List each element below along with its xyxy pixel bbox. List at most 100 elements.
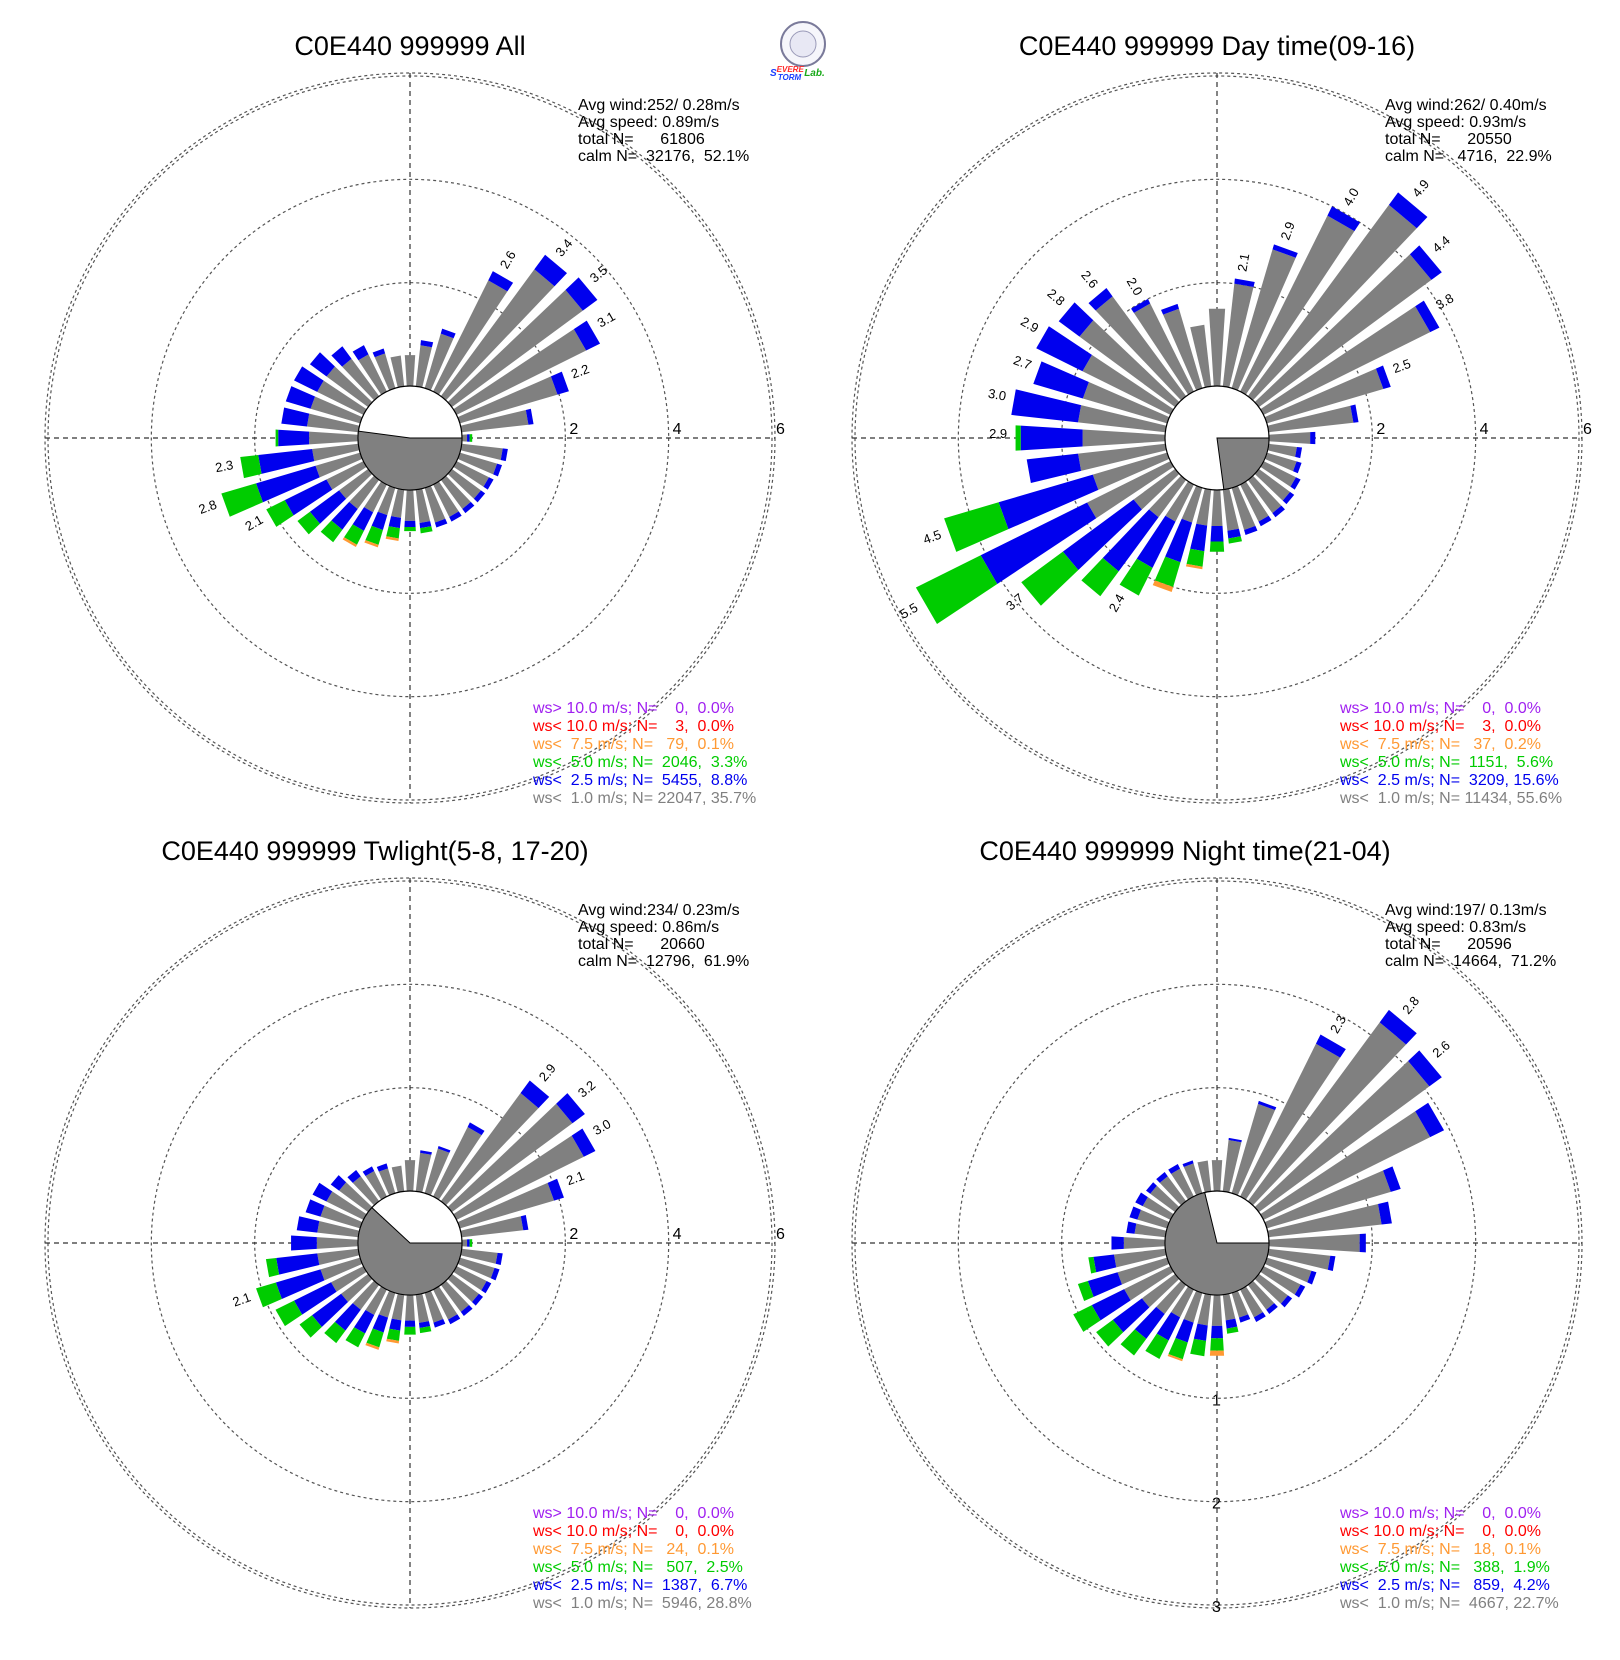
wind-bar-dir-130-seg-1 bbox=[471, 1293, 484, 1306]
wind-bar-dir-10-seg-0 bbox=[1222, 283, 1254, 388]
wind-bar-dir-280-seg-0 bbox=[1134, 1223, 1167, 1238]
stats-line: total N= 61806 bbox=[578, 131, 705, 148]
wind-bar-dir-210-seg-2 bbox=[344, 524, 364, 545]
wind-bar-dir-70-seg-1 bbox=[547, 1178, 564, 1201]
stats-line: Avg wind:252/ 0.28m/s bbox=[578, 97, 740, 114]
bar-label: 2.9 bbox=[1018, 314, 1041, 336]
stats-line: calm N= 32176, 52.1% bbox=[578, 148, 749, 165]
wind-bar-dir-190-seg-1 bbox=[388, 516, 402, 529]
wind-bar-dir-200-seg-0 bbox=[378, 1290, 396, 1318]
wind-bar-dir-20-seg-0 bbox=[1231, 1103, 1276, 1196]
wind-bar-dir-20-seg-1 bbox=[1257, 1100, 1277, 1111]
wind-bar-dir-130-seg-0 bbox=[1254, 1273, 1288, 1304]
bar-label: 2.2 bbox=[569, 361, 591, 381]
bar-label: 5.5 bbox=[897, 600, 920, 622]
wind-bar-dir-180-seg-2 bbox=[404, 1326, 416, 1335]
wind-bar-dir-140-seg-1 bbox=[462, 501, 475, 514]
wind-bar-dir-80-seg-0 bbox=[460, 1216, 524, 1238]
wind-bar-dir-230-seg-1 bbox=[1112, 1298, 1150, 1333]
wind-bar-dir-100-seg-0 bbox=[1267, 443, 1297, 457]
wind-bar-dir-230-seg-1 bbox=[312, 1293, 349, 1327]
wind-bar-dir-190-seg-1 bbox=[389, 1318, 402, 1331]
wind-bar-dir-270-seg-2 bbox=[275, 429, 279, 447]
legend-entry: ws< 7.5 m/s; N= 37, 0.2% bbox=[1339, 736, 1541, 753]
lab-logo-part-lab: Lab. bbox=[804, 68, 825, 79]
wind-bar-dir-180-seg-0 bbox=[404, 489, 416, 521]
wind-bar-dir-320-seg-1 bbox=[331, 346, 352, 367]
stats-line: Avg wind:234/ 0.23m/s bbox=[578, 902, 740, 919]
bar-label: 3.4 bbox=[552, 236, 575, 259]
wind-rose-panel-1: C0E440 999999 All 2 4 6 2.6 3.4 3.5 3.1 2.2 2.1 2.… bbox=[44, 31, 785, 807]
wind-bar-dir-190-seg-2 bbox=[386, 526, 400, 539]
wind-bar-dir-170-seg-2 bbox=[419, 1326, 432, 1334]
wind-bar-dir-300-seg-1 bbox=[294, 366, 324, 392]
wind-bar-dir-50-seg-1 bbox=[556, 1093, 585, 1124]
wind-bar-dir-290-seg-0 bbox=[320, 1205, 363, 1229]
wind-bar-dir-20-seg-0 bbox=[424, 333, 454, 391]
wind-bar-dir-20-seg-1 bbox=[1272, 244, 1298, 258]
wind-bar-dir-240-seg-0 bbox=[1087, 461, 1174, 519]
wind-bar-dir-340-seg-1 bbox=[376, 1163, 389, 1172]
bar-label: 4.0 bbox=[1340, 185, 1362, 208]
wind-bar-dir-70-seg-0 bbox=[1264, 1170, 1391, 1229]
legend-entry: ws< 10.0 m/s; N= 3, 0.0% bbox=[532, 718, 734, 735]
wind-bar-dir-110-seg-0 bbox=[1264, 1257, 1312, 1283]
wind-bar-dir-10-seg-1 bbox=[420, 1150, 432, 1155]
wind-bar-dir-130-seg-0 bbox=[447, 468, 481, 499]
legend-entry: ws< 1.0 m/s; N= 22047, 35.7% bbox=[532, 790, 756, 807]
wind-bar-dir-180-seg-3 bbox=[1209, 1350, 1225, 1356]
wind-bar-dir-100-seg-1 bbox=[495, 1252, 503, 1265]
wind-bar-dir-120-seg-1 bbox=[483, 477, 494, 490]
wind-bar-dir-30-seg-0 bbox=[1240, 215, 1355, 395]
legend-entry: ws< 7.5 m/s; N= 24, 0.1% bbox=[532, 1541, 734, 1558]
ring-label: 6 bbox=[1583, 421, 1592, 438]
wind-bar-dir-270-seg-2 bbox=[1015, 425, 1021, 451]
wind-bar-dir-190-seg-2 bbox=[386, 1328, 401, 1341]
wind-bar-dir-230-seg-2 bbox=[297, 511, 320, 535]
wind-bar-dir-310-seg-0 bbox=[339, 1182, 373, 1213]
wind-bar-dir-220-seg-1 bbox=[1102, 509, 1159, 572]
legend-entry: ws< 1.0 m/s; N= 5946, 28.8% bbox=[532, 1595, 752, 1612]
wind-bar-dir-140-seg-1 bbox=[1272, 505, 1285, 518]
wind-bar-dir-250-seg-1 bbox=[275, 1269, 325, 1299]
wind-bar-dir-230-seg-1 bbox=[309, 490, 347, 524]
wind-bar-dir-170-seg-1 bbox=[1227, 528, 1241, 539]
wind-bar-dir-160-seg-0 bbox=[424, 485, 446, 523]
wind-bar-dir-130-seg-0 bbox=[447, 1273, 479, 1303]
wind-bar-dir-170-seg-1 bbox=[1225, 1318, 1238, 1329]
bar-label: 2.3 bbox=[214, 457, 234, 475]
wind-bar-dir-160-seg-1 bbox=[1244, 525, 1258, 535]
wind-bar-dir-70-seg-1 bbox=[550, 371, 569, 395]
wind-bar-dir-170-seg-2 bbox=[420, 526, 433, 534]
wind-bar-dir-310-seg-1 bbox=[1146, 1182, 1157, 1194]
lab-logo-seal-inner-icon bbox=[789, 30, 817, 58]
wind-bar-dir-340-seg-0 bbox=[378, 1168, 396, 1196]
wind-bar-dir-50-seg-0 bbox=[1254, 1061, 1430, 1213]
wind-bar-dir-210-seg-1 bbox=[1136, 515, 1176, 568]
bar-label: 2.9 bbox=[989, 426, 1007, 441]
wind-bar-dir-250-seg-1 bbox=[998, 474, 1099, 530]
bar-label: 2.6 bbox=[497, 248, 519, 271]
ring-label: 2 bbox=[1212, 1496, 1221, 1513]
wind-bar-dir-340-seg-0 bbox=[1183, 1163, 1203, 1196]
wind-bar-dir-80-seg-0 bbox=[460, 409, 529, 433]
wind-bar-dir-250-seg-0 bbox=[320, 1257, 363, 1281]
wind-bar-dir-200-seg-3 bbox=[364, 540, 379, 548]
wind-bar-dir-180-seg-1 bbox=[404, 1320, 416, 1327]
wind-bar-dir-240-seg-2 bbox=[275, 1300, 303, 1327]
wind-bar-dir-40-seg-0 bbox=[440, 1093, 539, 1206]
wind-bar-dir-120-seg-0 bbox=[453, 1266, 487, 1291]
wind-bar-dir-250-seg-0 bbox=[1117, 1257, 1170, 1285]
legend-entry: ws< 2.5 m/s; N= 3209, 15.6% bbox=[1339, 772, 1559, 789]
wind-bar-dir-30-seg-1 bbox=[488, 271, 514, 292]
wind-bar-dir-150-seg-0 bbox=[1240, 481, 1269, 522]
wind-bar-dir-0-seg-0 bbox=[404, 1160, 416, 1192]
wind-bar-dir-30-seg-1 bbox=[1315, 1034, 1346, 1058]
stats-line: total N= 20550 bbox=[1385, 131, 1512, 148]
wind-bar-dir-80-seg-1 bbox=[1378, 1201, 1392, 1225]
wind-bar-dir-260-seg-1 bbox=[276, 1253, 320, 1275]
wind-bar-dir-190-seg-3 bbox=[385, 536, 399, 542]
wind-bar-dir-200-seg-1 bbox=[371, 511, 388, 531]
wind-rose-panel-3: C0E440 999999 Twlight(5-8, 17-20) 2 4 6 2.9 3… bbox=[44, 836, 785, 1612]
lab-logo: SEVERE TORM Lab. bbox=[770, 21, 826, 82]
